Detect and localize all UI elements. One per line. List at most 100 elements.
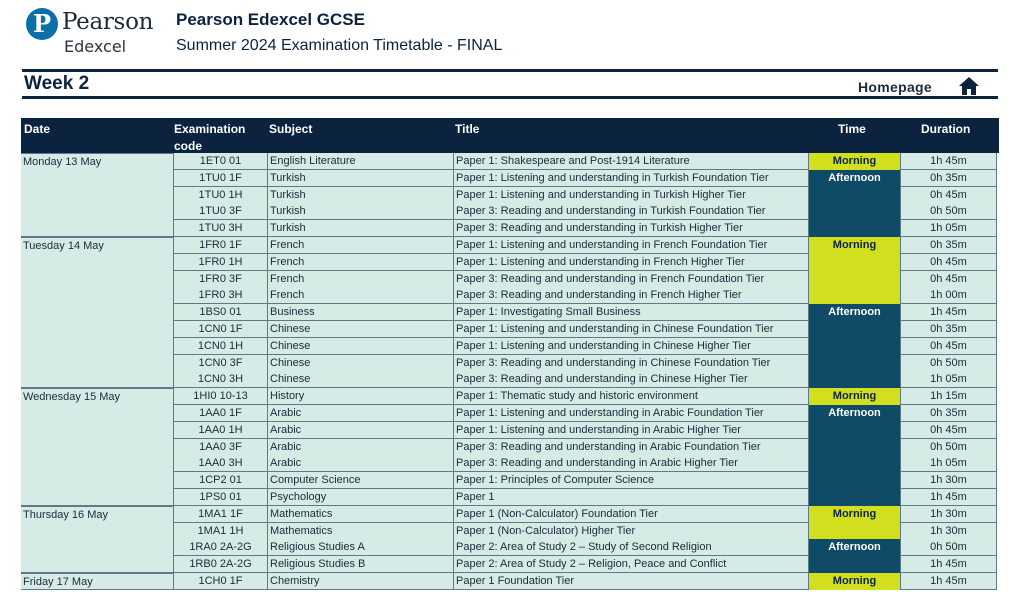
subject-cell: Arabic	[267, 455, 453, 473]
exam-code-cell: 1BS0 01	[173, 304, 267, 322]
subject-cell: Turkish	[267, 169, 453, 187]
exam-code-cell: 1MA1 1H	[173, 522, 267, 540]
date-cell: Monday 13 May	[21, 153, 173, 237]
session-label: Morning	[832, 390, 877, 403]
exam-code-cell: 1CN0 3F	[173, 354, 267, 372]
morning-session: Morning	[808, 153, 900, 170]
subject-cell: French	[267, 237, 453, 254]
session-label: Morning	[832, 155, 877, 167]
table-row: 1RB0 2A-2G Religious Studies B Paper 2: Ar…	[21, 556, 999, 574]
subject-cell: Arabic	[267, 405, 453, 422]
duration-cell: 1h 30m	[900, 472, 997, 490]
duration-cell: 0h 50m	[900, 203, 997, 221]
table-row: 1CP2 01 Computer Science Paper 1: Principl…	[21, 472, 999, 490]
header-rule-bottom	[22, 96, 998, 99]
exam-code-cell: 1FR0 1F	[173, 237, 267, 254]
duration-cell: 0h 50m	[900, 539, 997, 557]
title-cell: Paper 3: Reading and understanding in Fr…	[453, 287, 808, 305]
title-cell: Paper 1: Shakespeare and Post-1914 Liter…	[453, 153, 808, 170]
subject-cell: English Literature	[267, 153, 453, 170]
table-row: 1HI0 10-13 History Paper 1: Thematic study…	[21, 388, 999, 406]
session-label: Afternoon	[828, 407, 881, 419]
exam-code-cell: 1TU0 1H	[173, 186, 267, 204]
exam-code-cell: 1RA0 2A-2G	[173, 539, 267, 557]
duration-cell: 0h 45m	[900, 421, 997, 439]
table-row: 1CN0 3F Chinese Paper 3: Reading and under…	[21, 354, 999, 372]
table-row: 1MA1 1H Mathematics Paper 1 (Non-Calculato…	[21, 522, 999, 540]
title-cell: Paper 1: Listening and understanding in …	[453, 405, 808, 422]
duration-cell: 0h 50m	[900, 354, 997, 372]
subject-cell: French	[267, 270, 453, 288]
duration-cell: 1h 00m	[900, 287, 997, 305]
session-label: Afternoon	[828, 541, 881, 554]
subject-cell: Psychology	[267, 489, 453, 506]
table-row: 1MA1 1F Mathematics Paper 1 (Non-Calculato…	[21, 505, 999, 523]
duration-cell: 0h 35m	[900, 405, 997, 422]
table-row: 1FR0 1F French Paper 1: Listening and unde…	[21, 237, 999, 254]
title-cell: Paper 1: Listening and understanding in …	[453, 321, 808, 338]
pearson-p-icon: P	[26, 8, 58, 40]
title-cell: Paper 1 (Non-Calculator) Higher Tier	[453, 522, 808, 540]
exam-code-cell: 1CN0 1H	[173, 337, 267, 355]
subject-cell: Business	[267, 304, 453, 322]
title-cell: Paper 3: Reading and understanding in Fr…	[453, 270, 808, 288]
table-row: 1RA0 2A-2G Religious Studies A Paper 2: Ar…	[21, 539, 999, 557]
session-label: Morning	[832, 507, 877, 520]
title-cell: Paper 3: Reading and understanding in Tu…	[453, 203, 808, 221]
afternoon-session: Afternoon	[808, 169, 900, 237]
exam-code-cell: 1RB0 2A-2G	[173, 556, 267, 574]
table-row: 1AA0 3H Arabic Paper 3: Reading and unders…	[21, 455, 999, 473]
subject-cell: Computer Science	[267, 472, 453, 490]
subject-cell: Arabic	[267, 421, 453, 439]
table-row: 1TU0 3H Turkish Paper 3: Reading and under…	[21, 220, 999, 238]
subject-cell: Turkish	[267, 186, 453, 204]
exam-code-cell: 1HI0 10-13	[173, 388, 267, 406]
exam-code-cell: 1CH0 1F	[173, 573, 267, 590]
duration-cell: 0h 35m	[900, 237, 997, 254]
title-cell: Paper 1: Listening and understanding in …	[453, 237, 808, 254]
table-row: 1FR0 3H French Paper 3: Reading and unders…	[21, 287, 999, 305]
session-label: Morning	[832, 239, 877, 251]
subject-cell: History	[267, 388, 453, 406]
exam-code-cell: 1AA0 1F	[173, 405, 267, 422]
col-header-title: Title	[455, 122, 480, 136]
session-label: Afternoon	[828, 171, 881, 184]
week-heading: Week 2	[24, 73, 90, 94]
subject-cell: Religious Studies A	[267, 539, 453, 557]
pearson-logo: P Pearson Edexcel	[26, 6, 166, 58]
duration-cell: 0h 50m	[900, 438, 997, 456]
home-icon[interactable]	[958, 76, 980, 96]
exam-code-cell: 1FR0 3F	[173, 270, 267, 288]
morning-session: Morning	[808, 237, 900, 305]
afternoon-session: Afternoon	[808, 304, 900, 389]
exam-code-cell: 1CP2 01	[173, 472, 267, 490]
table-row: 1CN0 1F Chinese Paper 1: Listening and und…	[21, 321, 999, 338]
homepage-link[interactable]: Homepage	[858, 79, 932, 95]
logo-sub: Edexcel	[64, 37, 127, 56]
table-row: 1FR0 1H French Paper 1: Listening and unde…	[21, 253, 999, 271]
subject-cell: Turkish	[267, 203, 453, 221]
subject-cell: Mathematics	[267, 505, 453, 523]
duration-cell: 1h 45m	[900, 304, 997, 322]
date-cell: Tuesday 14 May	[21, 237, 173, 389]
title-cell: Paper 1: Thematic study and historic env…	[453, 388, 808, 406]
table-row: 1FR0 3F French Paper 3: Reading and unders…	[21, 270, 999, 288]
table-row: 1ET0 01 English Literature Paper 1: Shakes…	[21, 153, 999, 170]
exam-code-cell: 1PS0 01	[173, 489, 267, 506]
date-cell: Thursday 16 May	[21, 505, 173, 573]
session-label: Morning	[832, 575, 877, 587]
title-cell: Paper 3: Reading and understanding in Ar…	[453, 455, 808, 473]
duration-cell: 1h 15m	[900, 388, 997, 406]
subject-cell: Turkish	[267, 220, 453, 238]
exam-code-cell: 1TU0 1F	[173, 169, 267, 187]
table-row: 1AA0 3F Arabic Paper 3: Reading and unders…	[21, 438, 999, 456]
duration-cell: 1h 05m	[900, 371, 997, 389]
date-cell: Friday 17 May	[21, 573, 173, 590]
title-cell: Paper 1: Listening and understanding in …	[453, 186, 808, 204]
logo-word: Pearson	[62, 9, 154, 35]
table-row: 1TU0 1H Turkish Paper 1: Listening and und…	[21, 186, 999, 204]
table-row: 1CN0 1H Chinese Paper 1: Listening and und…	[21, 337, 999, 355]
duration-cell: 1h 45m	[900, 573, 997, 590]
table-row: 1PS0 01 Psychology Paper 1 1h 45m	[21, 489, 999, 506]
table-row: 1TU0 3F Turkish Paper 3: Reading and under…	[21, 203, 999, 221]
